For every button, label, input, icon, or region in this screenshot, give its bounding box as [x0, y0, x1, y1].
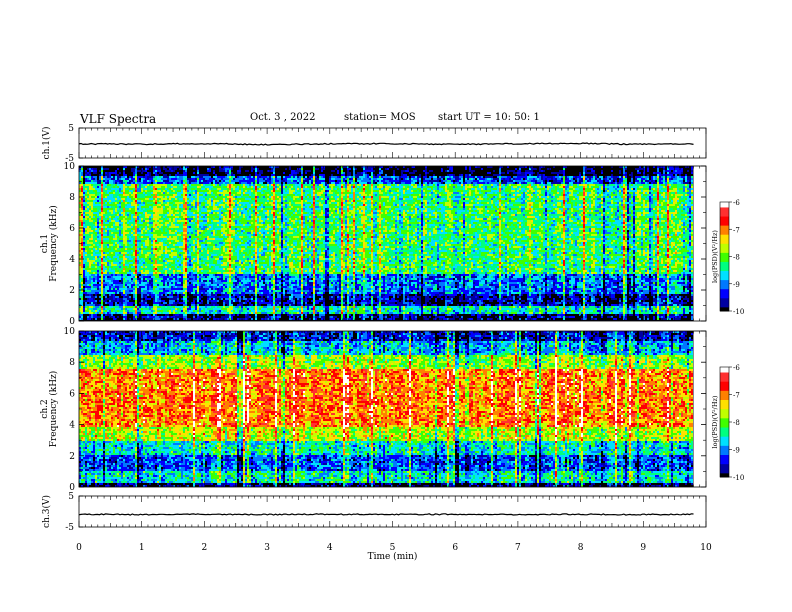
- x-tick-label: 0: [76, 543, 82, 553]
- ch1-spectrogram-colorbar: -6 -7 -8 -9 -10 log(PSD)(V²/Hz): [711, 199, 744, 316]
- ch1-spectrogram-colorbar-tick: -6: [733, 199, 740, 207]
- ch1-spectrogram-ytick-label: 2: [69, 286, 75, 296]
- x-tick-label: 2: [202, 543, 208, 553]
- ch3-voltage-ylabel: ch.3(V): [41, 495, 52, 528]
- ch1-voltage-ytick-label: -5: [65, 154, 74, 164]
- ch1-spectrogram-colorbar-tick: -10: [733, 308, 744, 316]
- ch1-spectrogram-ytick-label: 4: [69, 255, 75, 265]
- ch1-spectrogram-colorbar-label: log(PSD)(V²/Hz): [711, 230, 719, 283]
- ch2-spectrogram-ytick-label: 4: [69, 421, 75, 431]
- x-tick-label: 4: [327, 543, 333, 553]
- ch2-spectrogram-colorbar-tick: -6: [733, 364, 740, 372]
- x-tick-label: 3: [264, 543, 270, 553]
- ch2-spectrogram-colorbar-tick: -7: [733, 392, 740, 400]
- ch2-spectrogram-ytick-label: 10: [64, 327, 76, 337]
- x-tick-label: 9: [640, 543, 646, 553]
- ch1-spectrogram-ylabel: Frequency (kHz): [48, 205, 59, 282]
- x-axis-label: Time (min): [368, 551, 418, 562]
- ch2-spectrogram-colorbar-tick: -9: [733, 447, 740, 455]
- x-tick-label: 7: [515, 543, 521, 553]
- ch1-spectrogram-ytick-label: 0: [69, 317, 75, 327]
- ch1-spectrogram-ytick-label: 6: [69, 224, 75, 234]
- x-tick-label: 8: [578, 543, 584, 553]
- ch2-spectrogram-colorbar-tick: -8: [733, 419, 740, 427]
- ch1-spectrogram-colorbar-tick: -8: [733, 254, 740, 262]
- ch2-spectrogram-colorbar-tick: -10: [733, 474, 744, 482]
- ch1-voltage-ytick-label: 5: [68, 124, 74, 134]
- ch2-spectrogram-colorbar-label: log(PSD)(V²/Hz): [711, 395, 719, 448]
- ch1-voltage-ylabel: ch.1(V): [41, 127, 52, 160]
- ch2-spectrogram-ytick-label: 8: [69, 358, 75, 368]
- ch2-spectrogram-ylabel: Frequency (kHz): [48, 371, 59, 448]
- x-tick-label: 10: [700, 543, 712, 553]
- ch1-spectrogram-ytick-label: 8: [69, 193, 75, 203]
- x-tick-label: 1: [139, 543, 145, 553]
- ch2-spectrogram-ytick-label: 6: [69, 389, 75, 399]
- ch1-spectrogram-colorbar-tick: -7: [733, 226, 740, 234]
- x-tick-label: 6: [452, 543, 458, 553]
- ch1-spectrogram-colorbar-tick: -9: [733, 281, 740, 289]
- ch2-spectrogram-ytick-label: 2: [69, 452, 75, 462]
- ch3-voltage-ytick-label: 5: [68, 492, 74, 502]
- ch3-voltage-ytick-label: -5: [65, 523, 74, 533]
- ch2-spectrogram-colorbar: -6 -7 -8 -9 -10 log(PSD)(V²/Hz): [711, 364, 744, 482]
